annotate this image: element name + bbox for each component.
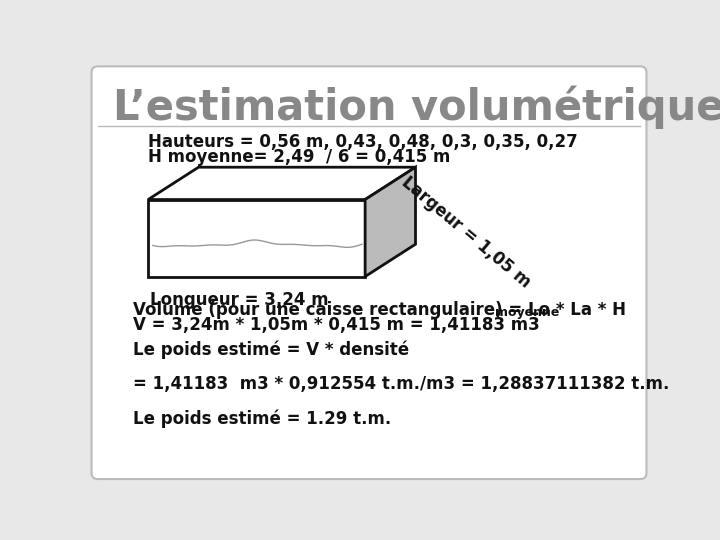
Text: Le poids estimé = 1.29 t.m.: Le poids estimé = 1.29 t.m. [132,410,391,428]
Text: H moyenne= 2,49  / 6 = 0,415 m: H moyenne= 2,49 / 6 = 0,415 m [148,148,451,166]
Text: Longueur = 3,24 m: Longueur = 3,24 m [150,291,328,309]
FancyBboxPatch shape [91,66,647,479]
Text: Le poids estimé = V * densité: Le poids estimé = V * densité [132,340,409,359]
Text: = 1,41183  m3 * 0,912554 t.m./m3 = 1,28837111382 t.m.: = 1,41183 m3 * 0,912554 t.m./m3 = 1,2883… [132,375,669,393]
Polygon shape [365,167,415,276]
Text: moyenne: moyenne [495,306,559,319]
Text: L’estimation volumétrique - caisse: L’estimation volumétrique - caisse [113,85,720,129]
Polygon shape [148,200,365,276]
Polygon shape [148,167,415,200]
Text: Volume (pour une caisse rectangulaire) = Lo * La * H: Volume (pour une caisse rectangulaire) =… [132,301,626,319]
Text: Hauteurs = 0,56 m, 0,43, 0,48, 0,3, 0,35, 0,27: Hauteurs = 0,56 m, 0,43, 0,48, 0,3, 0,35… [148,133,578,151]
Text: Largeur = 1,05 m: Largeur = 1,05 m [398,173,534,292]
Text: V = 3,24m * 1,05m * 0,415 m = 1,41183 m3: V = 3,24m * 1,05m * 0,415 m = 1,41183 m3 [132,316,539,334]
